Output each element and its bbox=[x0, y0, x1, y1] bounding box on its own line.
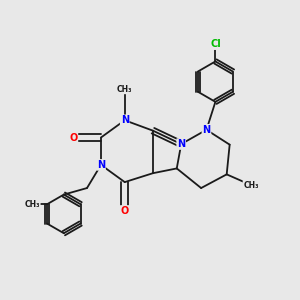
Text: CH₃: CH₃ bbox=[243, 181, 259, 190]
Text: O: O bbox=[121, 206, 129, 216]
Text: Cl: Cl bbox=[210, 39, 221, 49]
Text: CH₃: CH₃ bbox=[25, 200, 40, 209]
Text: N: N bbox=[121, 115, 129, 125]
Text: N: N bbox=[202, 125, 211, 135]
Text: N: N bbox=[177, 139, 185, 149]
Text: N: N bbox=[97, 160, 105, 170]
Text: O: O bbox=[69, 133, 77, 142]
Text: CH₃: CH₃ bbox=[117, 85, 133, 94]
